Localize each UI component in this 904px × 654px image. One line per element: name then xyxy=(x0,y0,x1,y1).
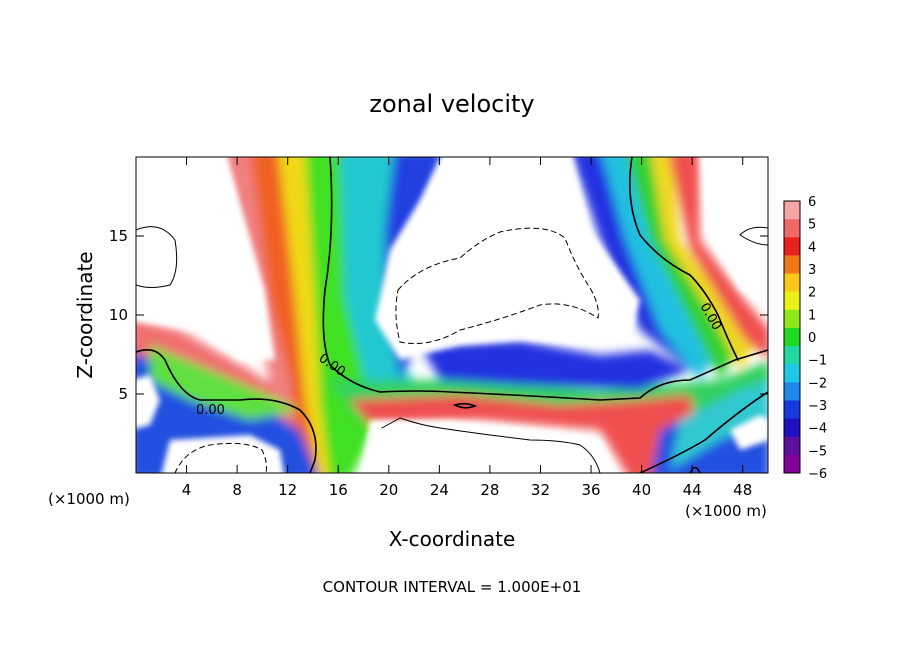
contour-dashed-center xyxy=(395,227,599,344)
x-axis: (×1000 m) (×1000 m) X-coordinate xyxy=(48,490,767,551)
contour-thin-lower xyxy=(381,417,601,473)
colorbar-swatch xyxy=(784,327,800,347)
void-right-top xyxy=(700,157,768,309)
colorbar-swatch xyxy=(784,418,800,438)
colorbar-tick-label: 2 xyxy=(808,286,816,301)
x-tick-label: 40 xyxy=(632,481,651,499)
colorbar-tick-label: 6 xyxy=(808,195,816,210)
x-tick-label: 28 xyxy=(480,481,499,499)
colorbar-swatch xyxy=(784,454,800,474)
x-tick-label: 48 xyxy=(733,481,752,499)
x-tick-label: 4 xyxy=(182,481,192,499)
colorbar-swatch xyxy=(784,291,800,311)
x-tick-label: 12 xyxy=(278,481,297,499)
colorbar-tick-label: −5 xyxy=(808,444,827,459)
colorbar-swatch xyxy=(784,364,800,383)
void-lower-center xyxy=(361,420,617,473)
y-tick-label: 5 xyxy=(118,385,128,403)
colorbar-tick-label: −3 xyxy=(808,399,827,414)
x-tick-label: 16 xyxy=(329,481,348,499)
contour-zero-right xyxy=(628,157,739,361)
colorbar-swatch xyxy=(784,436,800,456)
colorbar-tick-label: 0 xyxy=(808,331,816,346)
colorbar-swatch xyxy=(784,273,800,293)
colorbar-swatch xyxy=(784,219,800,238)
x-tick-label: 8 xyxy=(232,481,242,499)
x-tick-label: 44 xyxy=(683,481,702,499)
void-lower-left xyxy=(161,435,284,473)
field-red-right xyxy=(669,157,768,359)
contour-thin-right-top xyxy=(739,226,768,246)
colorbar-tick-label: 1 xyxy=(808,308,816,323)
contour-dashed-lower-left xyxy=(174,442,267,473)
void-right-mid xyxy=(730,415,768,450)
colorbar-frame xyxy=(783,200,801,474)
colorbar-tick-label: −6 xyxy=(808,467,827,482)
field-blue-band xyxy=(420,340,690,390)
y-tick-label: 10 xyxy=(109,306,128,324)
contour-zero-left xyxy=(136,349,317,473)
contour-zero-lower-right xyxy=(639,391,768,473)
colorbar-tick-label: −2 xyxy=(808,376,827,391)
colorbar-swatch xyxy=(784,382,800,401)
field-cyan-column xyxy=(340,157,420,395)
colorbar-swatch xyxy=(784,346,800,365)
field-green-lower-left xyxy=(150,345,300,420)
colorbar-swatch xyxy=(784,237,800,256)
contour-zero-lower-bump xyxy=(689,466,701,473)
x-tick-label: 20 xyxy=(379,481,398,499)
colorbar-tick-label: −4 xyxy=(808,422,827,437)
x-tick-label: 32 xyxy=(531,481,550,499)
field-red-lower-left xyxy=(136,319,280,400)
colorbar-swatch xyxy=(784,255,800,275)
y-tick-label: 15 xyxy=(109,227,128,245)
field-yellow-right xyxy=(651,157,755,370)
y-axis: Z-coordinate xyxy=(73,251,97,378)
void-left-top xyxy=(136,157,275,360)
contour-label-left: 0.00 xyxy=(196,403,225,418)
y-axis-label: Z-coordinate xyxy=(73,251,97,378)
x-unit-left: (×1000 m) xyxy=(48,490,130,508)
void-center-top xyxy=(375,157,640,360)
x-tick-label: 24 xyxy=(430,481,449,499)
velocity-field: 0.00 0.00 0.00 xyxy=(136,157,768,473)
field-cyan-lower-right xyxy=(670,380,768,470)
x-axis-label: X-coordinate xyxy=(389,527,516,551)
colorbar-tick-label: 4 xyxy=(808,240,816,255)
contour-zero-mid xyxy=(452,402,478,409)
colorbar: 6 5 4 3 2 1 0 −1 −2 −3 −4 −5 −6 xyxy=(783,195,827,482)
x-unit-right: (×1000 m) xyxy=(685,502,767,520)
contour-thin-left-top xyxy=(136,226,178,288)
colorbar-swatch xyxy=(784,309,800,329)
contour-interval-footer: CONTOUR INTERVAL = 1.000E+01 xyxy=(323,578,582,596)
colorbar-swatch xyxy=(784,201,800,220)
colorbar-tick-label: 3 xyxy=(808,263,816,278)
contour-zero-column xyxy=(322,157,768,401)
void-left-mid xyxy=(136,375,160,429)
colorbar-tick-label: 5 xyxy=(808,218,816,233)
colorbar-swatch xyxy=(784,400,800,420)
x-tick-label: 36 xyxy=(581,481,600,499)
colorbar-tick-label: −1 xyxy=(808,354,827,369)
field-red-band xyxy=(350,395,700,473)
chart-title: zonal velocity xyxy=(369,90,534,118)
plot-area: 0.00 0.00 0.00 4 8 12 16 20 24 28 32 36 40 44 48510… xyxy=(109,156,769,499)
